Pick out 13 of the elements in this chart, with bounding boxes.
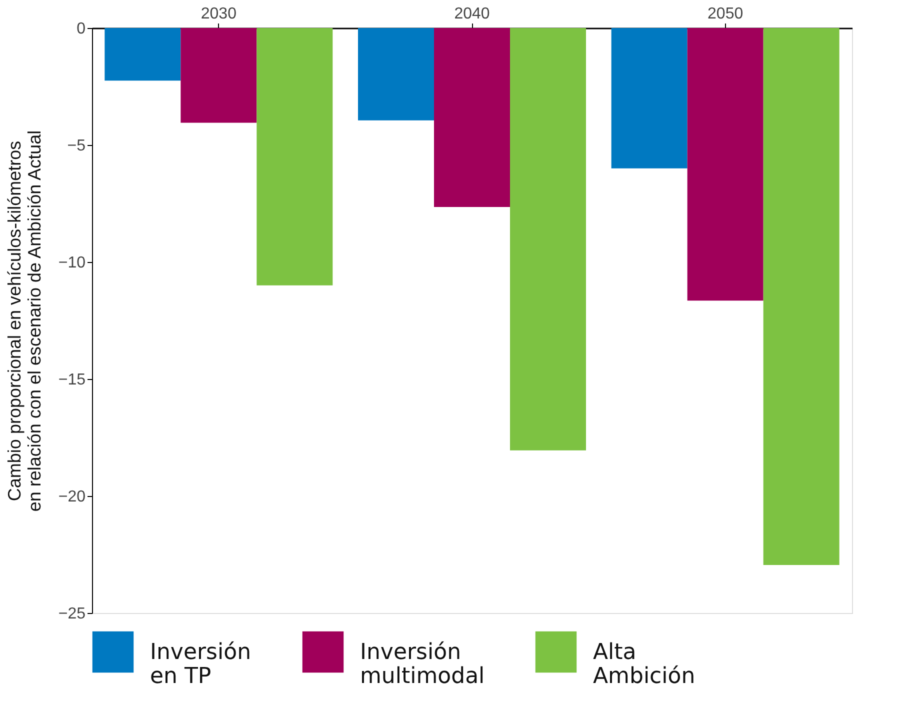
- legend-label: Alta Ambición: [593, 640, 696, 689]
- legend-label: Inversión en TP: [150, 640, 252, 689]
- y-tick-label: −5: [67, 138, 86, 154]
- x-tick-label: 2030: [200, 6, 237, 22]
- y-tick-label: −20: [58, 488, 86, 506]
- x-tick-label: 2040: [454, 6, 490, 22]
- y-tick-label: −25: [58, 606, 86, 622]
- x-tick-label: 2050: [708, 6, 744, 22]
- y-tick-label: −10: [58, 254, 86, 272]
- y-tick-label: −15: [58, 372, 86, 388]
- y-axis-title: Cambio proporcional en vehículos-kilómetros en relación con el escenario de Ambición Actual: [4, 130, 44, 512]
- y-tick-label: 0: [76, 20, 86, 38]
- legend-label: Inversión multimodal: [360, 640, 485, 689]
